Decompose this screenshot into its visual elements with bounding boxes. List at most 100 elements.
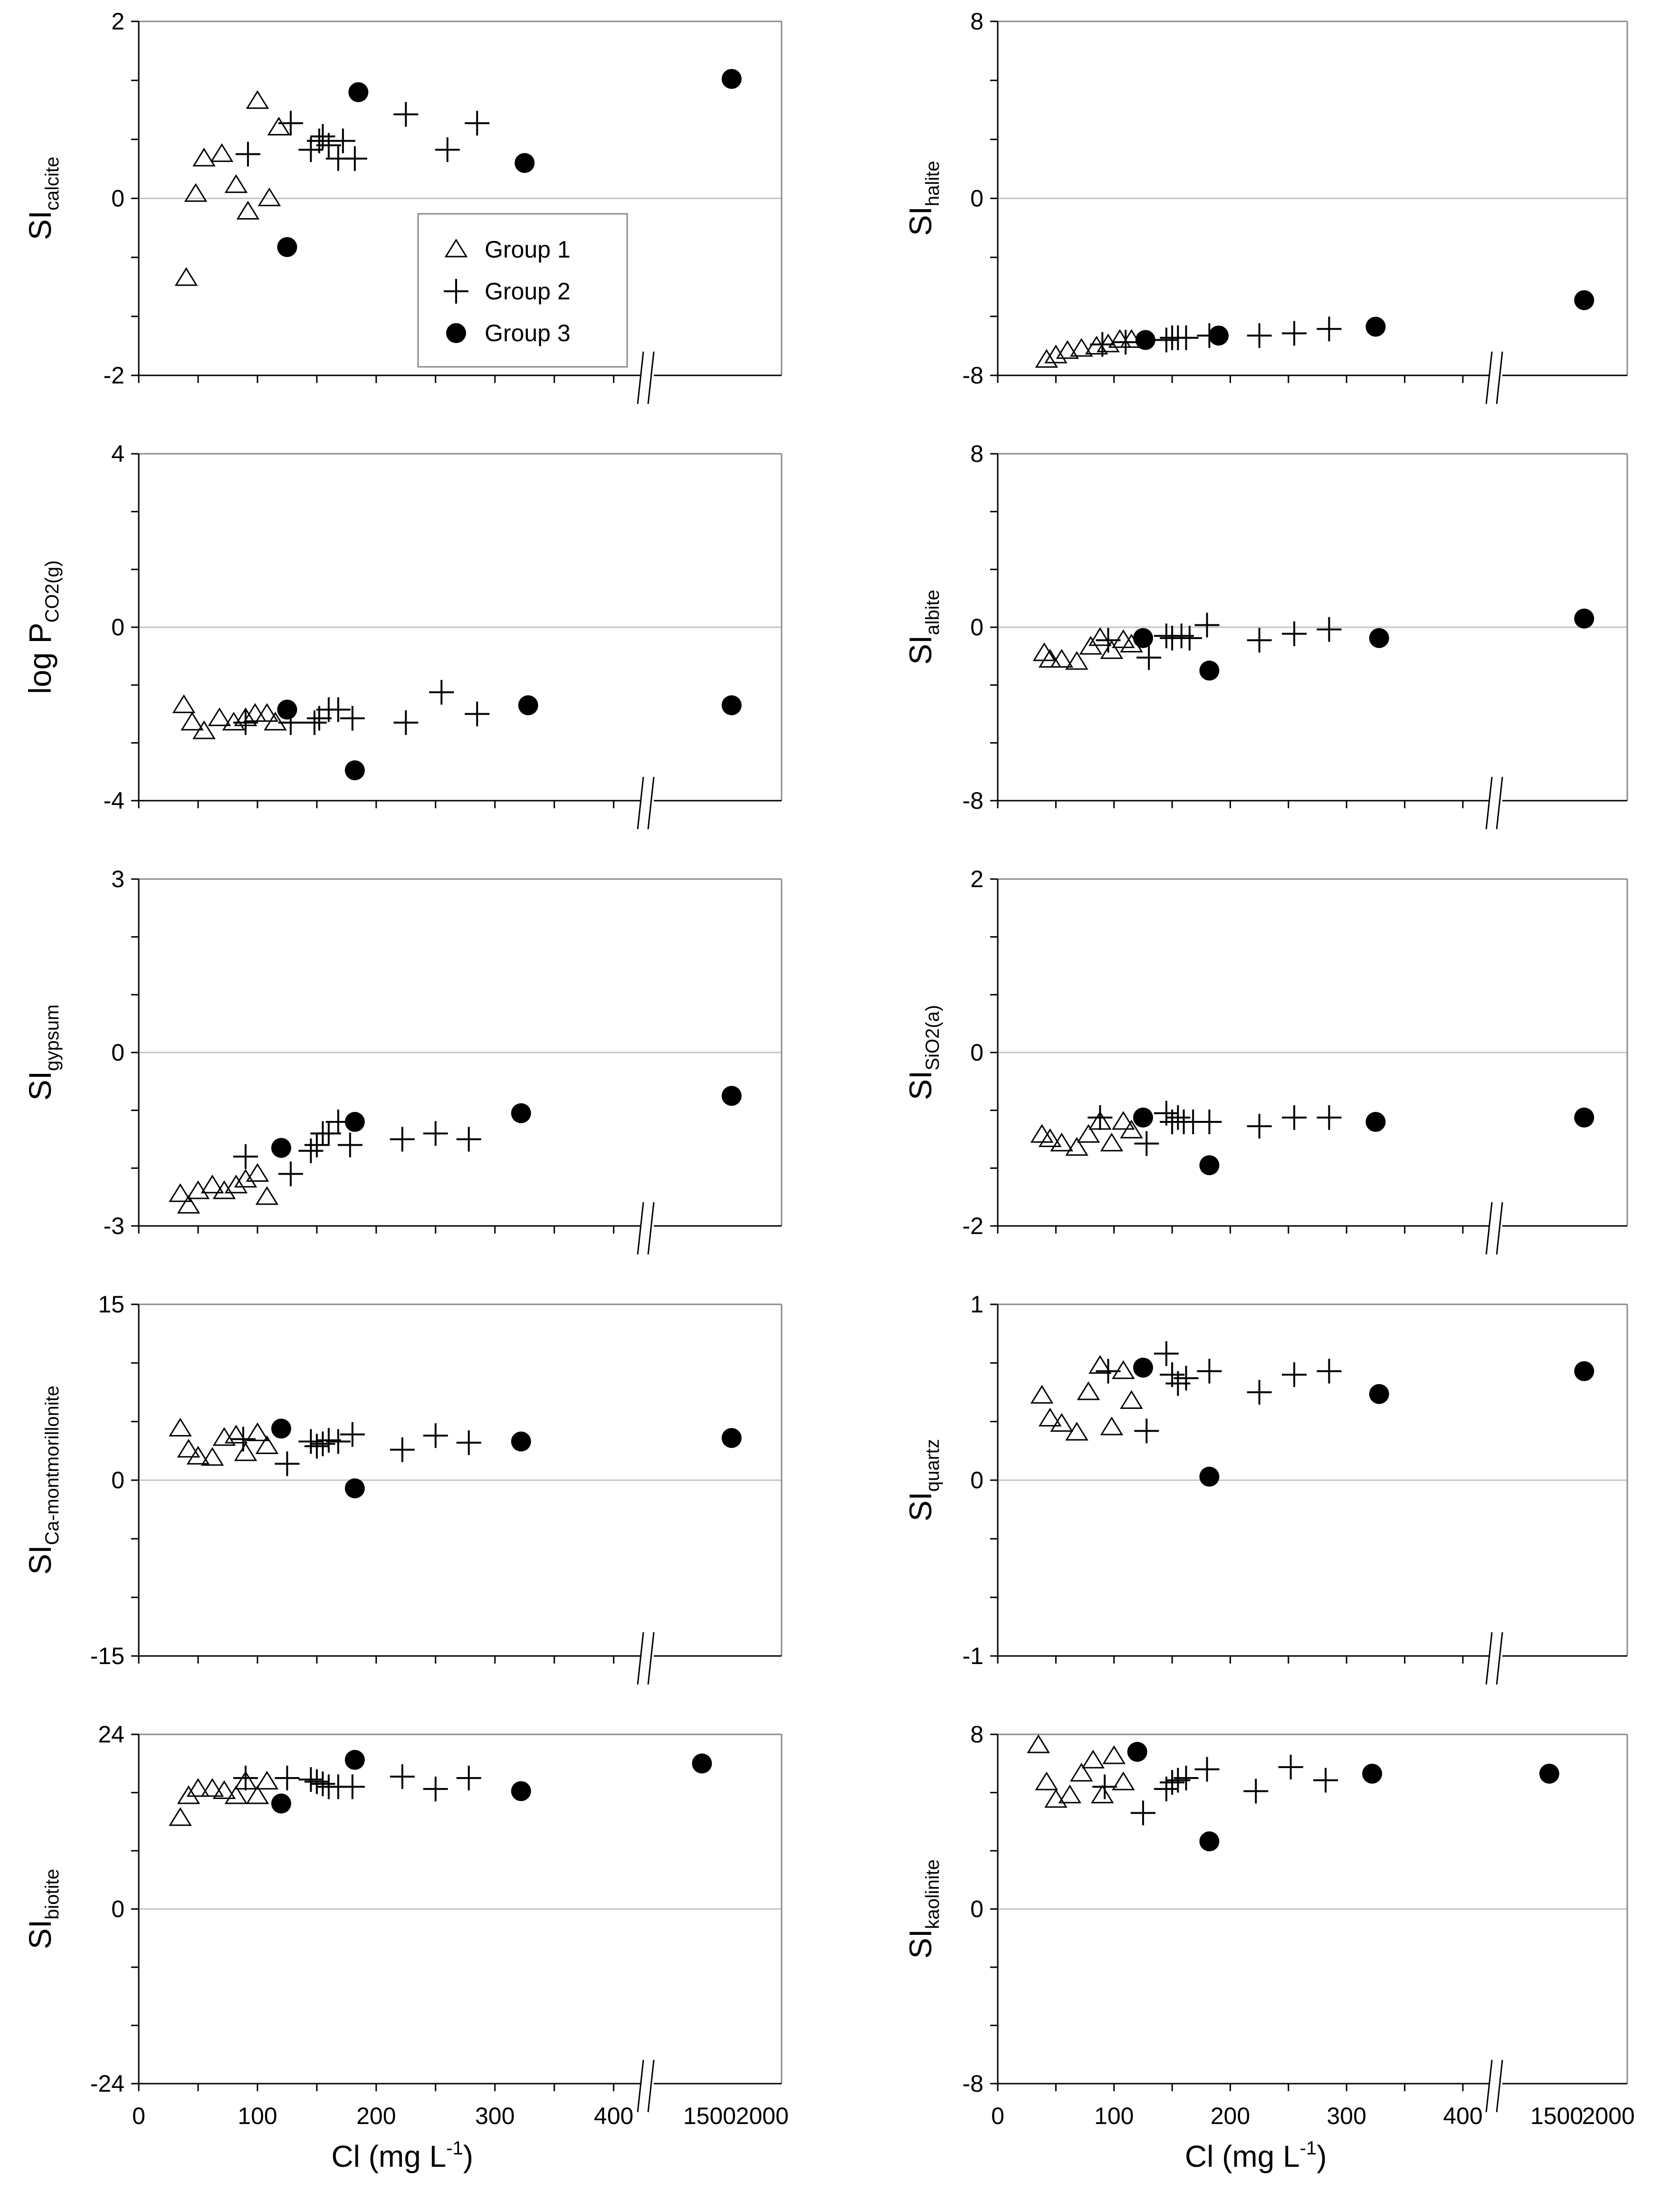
data-point (186, 1778, 210, 1797)
y-axis-label-subscript: calcite (42, 157, 63, 211)
y-axis-label: SICa-montmorillonite (22, 1386, 63, 1575)
data-point (1134, 1418, 1159, 1444)
data-point (243, 703, 267, 722)
data-point (465, 111, 490, 136)
data-point (1096, 1359, 1121, 1384)
data-point (423, 1121, 448, 1146)
data-point (393, 710, 419, 735)
y-axis-label-main: SI (903, 635, 938, 665)
data-point (1030, 1124, 1054, 1143)
data-point (1050, 649, 1073, 668)
data-point (174, 267, 198, 286)
series-group-3 (1135, 290, 1594, 350)
data-point (1120, 1390, 1143, 1409)
y-tick-label: -3 (104, 1213, 124, 1239)
data-point (423, 1423, 448, 1448)
data-point (1096, 628, 1121, 653)
data-point (1154, 1341, 1179, 1366)
data-point (1050, 1413, 1073, 1432)
data-point (234, 1168, 258, 1188)
chart-albite: 8 0 -8 SIalbite (903, 440, 1628, 830)
y-axis-label-main: SI (903, 1929, 938, 1959)
data-point (456, 1127, 481, 1152)
data-point (255, 1435, 279, 1454)
data-point (304, 1434, 329, 1459)
y-tick-label: -8 (963, 787, 983, 814)
data-point (325, 697, 351, 722)
chart-biotite: 24 0 -24 SIbiotite 0 100 200 300 400 1500 2000 Cl (… (22, 1721, 789, 2173)
data-point (177, 1785, 200, 1804)
data-point (235, 142, 260, 167)
legend: Group 1 Group 2 Group 3 (417, 213, 628, 368)
chart-halite: 8 0 -8 SIhalite (903, 8, 1628, 404)
y-axis-label-subscript: kaolinite (922, 1859, 943, 1929)
data-point (1133, 1107, 1153, 1128)
data-point (1135, 330, 1155, 350)
data-point (1030, 1385, 1054, 1404)
data-point (1100, 640, 1124, 659)
data-point (1165, 1105, 1191, 1130)
x-tick-label: 100 (1094, 2103, 1134, 2129)
data-point (1133, 1358, 1153, 1378)
data-point (233, 1765, 258, 1790)
x-axis-label-main: Cl (mg L (1185, 2139, 1300, 2173)
data-point (1199, 1831, 1220, 1852)
data-point (212, 1780, 236, 1799)
series-group-2 (1088, 1100, 1342, 1156)
data-point (230, 1426, 256, 1452)
data-point (344, 1112, 365, 1132)
chart-gypsum: 3 0 -3 SIgypsum (22, 866, 783, 1255)
data-point (344, 1478, 365, 1499)
data-point (1044, 345, 1068, 364)
data-point (186, 1445, 210, 1465)
data-point (184, 183, 208, 202)
data-point (1365, 1112, 1386, 1132)
data-point (1369, 1384, 1389, 1404)
series-group-1 (1027, 1734, 1135, 1808)
data-point (1065, 1137, 1088, 1156)
x-axis-label: Cl (mg L-1) (331, 2138, 473, 2173)
data-point (224, 1425, 248, 1444)
data-point (1027, 1734, 1050, 1753)
series-group-2 (233, 1764, 481, 1801)
legend-label: Group 1 (485, 236, 571, 263)
data-point (1243, 1779, 1269, 1804)
series-group-1 (169, 1770, 279, 1826)
y-tick-label: 2 (111, 8, 124, 35)
data-point (233, 710, 258, 735)
legend-marker-plus (444, 279, 468, 304)
data-point (1174, 325, 1199, 350)
y-axis-label: SIcalcite (22, 157, 63, 240)
data-point (200, 1778, 224, 1797)
axis-break-mark (647, 1202, 655, 1255)
data-point (1197, 1359, 1222, 1384)
data-point (1317, 316, 1342, 342)
data-point (337, 1132, 363, 1158)
data-point (1038, 649, 1062, 668)
data-point (1038, 1407, 1062, 1426)
y-axis-label-main: SI (903, 206, 938, 236)
data-point (1247, 1114, 1272, 1139)
data-point (465, 701, 490, 727)
chart-sio2a: 2 0 -2 SISiO2(a) (903, 866, 1628, 1255)
data-point (224, 1174, 248, 1194)
data-point (1112, 1360, 1135, 1379)
y-axis-label-subscript: gypsum (42, 1005, 63, 1071)
data-point (306, 128, 332, 153)
data-point (169, 1183, 192, 1202)
data-point (304, 1769, 329, 1794)
series-group-3 (1133, 1107, 1594, 1176)
data-point (1574, 1107, 1594, 1128)
x-axis-label-superscript: -1 (446, 2138, 463, 2159)
data-point (1088, 1355, 1112, 1374)
data-point (267, 116, 291, 135)
data-point (1102, 1745, 1126, 1764)
series-group-1 (172, 694, 287, 739)
series-group-1 (169, 1163, 279, 1214)
data-point (264, 711, 287, 731)
data-point (511, 1103, 531, 1123)
series-group-1 (1030, 1355, 1143, 1441)
data-point (177, 1195, 200, 1214)
data-point (236, 201, 260, 220)
